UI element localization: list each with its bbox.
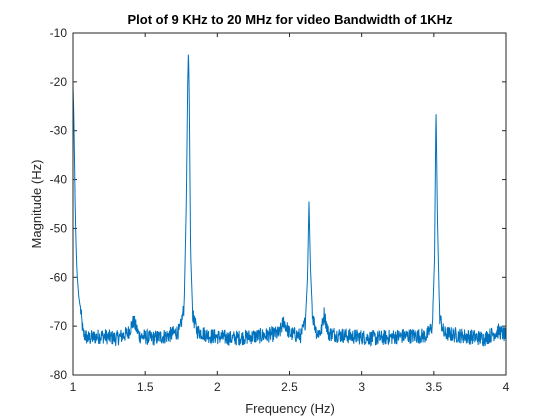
chart-title: Plot of 9 KHz to 20 MHz for video Bandwi… <box>128 12 454 27</box>
x-tick-label: 3.5 <box>425 380 442 394</box>
y-tick-label: -40 <box>50 173 68 187</box>
x-axis-label: Frequency (Hz) <box>245 401 335 416</box>
x-tick-label: 3 <box>358 380 365 394</box>
y-tick-label: -70 <box>50 319 68 333</box>
y-tick-label: -50 <box>50 221 68 235</box>
x-tick-label: 2 <box>214 380 221 394</box>
y-tick-label: -20 <box>50 75 68 89</box>
x-tick-label: 2.5 <box>281 380 298 394</box>
plot-area <box>73 33 506 375</box>
tick-labels-layer: 1 1.5 2 2.5 3 3.5 4 -80 -70 -60 -50 -40 -30 -20 -10 <box>50 26 510 394</box>
y-tick-label: -80 <box>50 368 68 382</box>
x-tick-label: 1 <box>70 380 77 394</box>
y-tick-label: -10 <box>50 26 68 40</box>
spectrum-series-line <box>72 54 507 347</box>
x-tick-label: 4 <box>503 380 510 394</box>
plot-frame <box>72 32 507 376</box>
y-axis-label: Magnitude (Hz) <box>29 160 44 249</box>
y-tick-label: -60 <box>50 270 68 284</box>
x-tick-label: 1.5 <box>137 380 154 394</box>
y-tick-label: -30 <box>50 124 68 138</box>
